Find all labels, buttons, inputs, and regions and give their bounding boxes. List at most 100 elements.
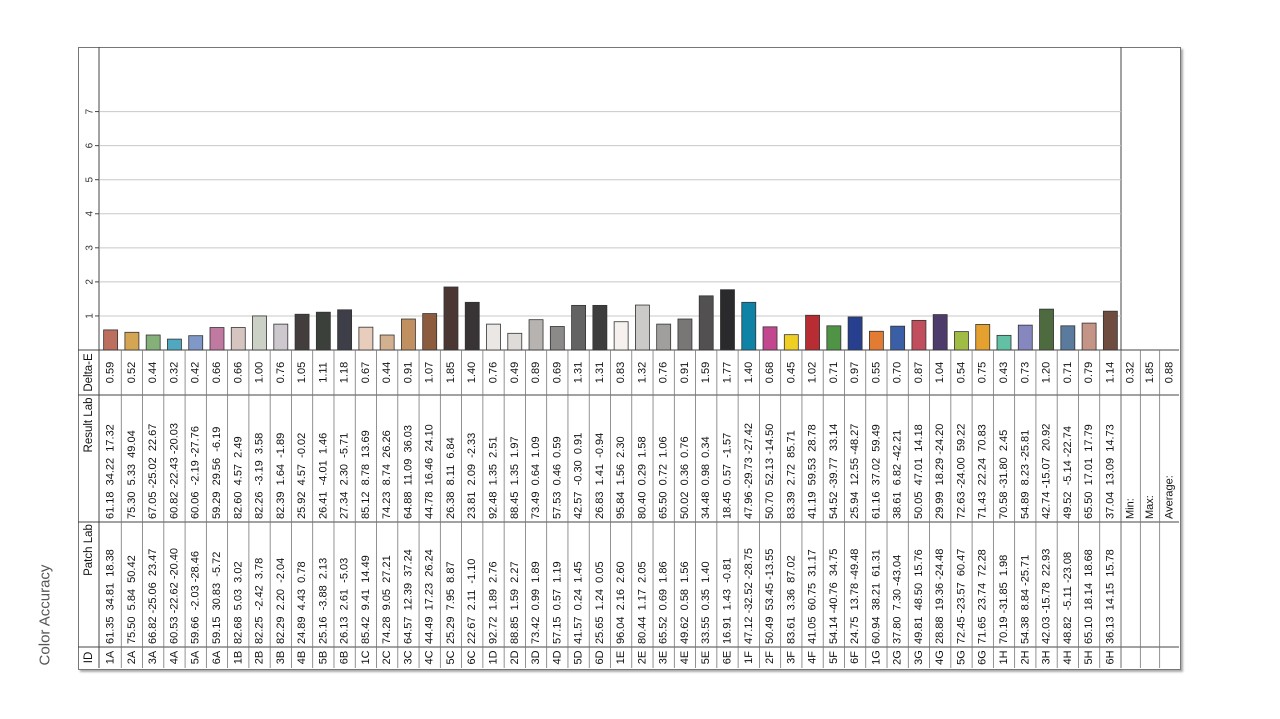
patch-lab-value: 61.35 34.81 18.38	[105, 549, 117, 644]
result-lab-value: 73.49 0.64 1.09	[530, 436, 542, 519]
delta-e-bar	[1039, 308, 1054, 351]
delta-e-value: 0.44	[147, 362, 159, 383]
delta-e-value: 1.00	[254, 362, 266, 383]
patch-row: 75.30 5.33 49.04 75.50 5.84 50.42	[124, 331, 143, 668]
patch-row: 54.52 -39.77 33.14 54.14 -40.76 34.75	[826, 325, 845, 668]
result-lab-value: 65.50 0.72 1.06	[658, 436, 670, 519]
delta-e-value: 1.04	[934, 362, 946, 383]
patch-id: 6E	[721, 651, 733, 664]
delta-e-bar	[571, 304, 586, 351]
patch-lab-value: 70.19 -31.85 1.98	[998, 555, 1010, 644]
delta-e-value: 1.05	[296, 362, 308, 383]
delta-e-bar	[720, 289, 735, 351]
delta-e-bar	[975, 324, 991, 351]
result-lab-value: 38.61 6.82 -42.21	[892, 430, 904, 519]
patch-lab-value: 24.75 13.78 -49.48	[849, 549, 861, 644]
patch-row: 71.43 22.24 70.83 71.65 23.74 72.28	[975, 324, 994, 668]
color-accuracy-chart: Delta-E Result Lab Patch Lab ID 1 2 3 4 5 6 7 61.18…	[78, 47, 1179, 668]
header-delta-e: Delta-E	[83, 353, 95, 392]
patch-lab-value: 37.80 7.30 -43.04	[892, 555, 904, 644]
delta-e-value: 0.79	[1083, 362, 1095, 383]
patch-row: 67.05 -25.02 22.67 66.82 -25.06 23.47	[145, 334, 165, 668]
delta-e-value: 0.75	[977, 362, 989, 383]
delta-e-value: 0.45	[785, 362, 797, 383]
patch-row: 72.63 -24.00 59.22 72.45 -23.57 60.47	[954, 331, 973, 668]
patch-id: 4C	[424, 650, 436, 664]
patch-lab-value: 41.05 60.75 31.17	[807, 549, 819, 644]
patch-row: 23.81 2.09 -2.33 22.67 2.11 -1.10	[464, 301, 484, 668]
patch-id: 6D	[594, 650, 606, 664]
patch-row: 25.92 4.57 -0.02 24.89 4.43 0.78	[294, 313, 314, 668]
patch-lab-value: 74.28 9.05 27.21	[381, 555, 393, 644]
patch-id: 1C	[360, 650, 372, 664]
patch-id: 1H	[998, 650, 1010, 664]
patch-id: 3F	[785, 651, 797, 664]
patch-row: 27.34 2.30 -5.71 26.13 2.61 -5.03	[337, 309, 356, 668]
delta-e-value: 0.87	[913, 362, 925, 383]
delta-e-value: 0.76	[275, 362, 287, 383]
patch-row: 61.16 37.02 59.49 60.94 38.21 61.31	[868, 330, 888, 668]
summary-value: 0.88	[1163, 362, 1175, 383]
result-lab-value: 95.84 1.56 2.30	[615, 436, 627, 519]
gridlines	[100, 111, 1121, 317]
patch-row: 26.83 1.41 -0.94 25.65 1.24 0.05	[592, 304, 611, 668]
summary-label: Average:	[1163, 475, 1175, 519]
header-result-lab: Result Lab	[83, 398, 95, 453]
y-tick-label: 3	[85, 245, 96, 251]
patch-lab-value: 24.89 4.43 0.78	[296, 561, 308, 644]
patch-row: 50.02 0.36 0.76 49.62 0.58 1.56	[677, 318, 696, 668]
delta-e-bar	[103, 329, 119, 351]
patch-id: 5F	[828, 651, 840, 664]
delta-e-value: 1.32	[636, 362, 648, 383]
result-lab-value: 72.63 -24.00 59.22	[955, 424, 967, 519]
patch-lab-value: 82.68 5.03 3.02	[232, 561, 244, 644]
patch-id: 3G	[913, 650, 925, 665]
patch-id: 5C	[445, 650, 457, 664]
patch-id: 3C	[402, 650, 414, 664]
patch-lab-value: 65.52 0.69 1.86	[658, 561, 670, 644]
patch-lab-value: 36.13 14.15 15.78	[1104, 549, 1116, 644]
patch-lab-value: 65.10 18.14 18.68	[1083, 549, 1095, 644]
delta-e-value: 0.89	[530, 362, 542, 383]
patch-lab-value: 80.44 1.17 2.05	[636, 561, 648, 644]
delta-e-value: 1.02	[807, 362, 819, 383]
result-lab-value: 85.12 8.78 13.69	[360, 430, 372, 519]
delta-e-value: 0.49	[509, 362, 521, 383]
patch-lab-value: 44.49 17.23 26.24	[424, 549, 436, 644]
patch-id: 1A	[105, 650, 117, 664]
delta-e-bar	[635, 304, 650, 351]
result-lab-value: 25.94 12.55 -48.27	[849, 424, 861, 519]
patch-lab-value: 71.65 23.74 72.28	[977, 549, 989, 644]
patch-id: 3E	[658, 651, 670, 664]
patch-row: 82.26 -3.19 3.58 82.25 -2.42 3.78	[252, 315, 271, 668]
delta-e-value: 0.91	[679, 362, 691, 383]
delta-e-bar	[783, 334, 799, 351]
summary-value: 0.32	[1125, 362, 1137, 383]
patch-lab-value: 16.91 1.43 -0.81	[721, 558, 733, 644]
patch-row: 92.48 1.35 2.51 92.72 1.89 2.76	[486, 323, 505, 668]
patch-id: 4E	[679, 651, 691, 664]
delta-e-bar	[422, 313, 438, 351]
delta-e-value: 0.76	[488, 362, 500, 383]
patch-lab-value: 73.42 0.99 1.89	[530, 561, 542, 644]
patch-row: 88.45 1.35 1.97 88.85 1.59 2.27	[507, 332, 526, 668]
patch-row: 34.48 0.98 0.34 33.55 0.35 1.40	[698, 295, 718, 668]
patch-id: 5E	[700, 651, 712, 664]
patch-row: 65.50 17.01 17.79 65.10 18.14 18.68	[1081, 322, 1101, 668]
patch-row: 70.58 -31.80 2.45 70.19 -31.85 1.98	[996, 334, 1016, 668]
delta-e-value: 0.91	[402, 362, 414, 383]
patch-id: 1D	[488, 650, 500, 664]
patch-id: 4D	[551, 650, 563, 664]
delta-e-value: 0.70	[892, 362, 904, 383]
result-lab-value: 50.02 0.36 0.76	[679, 436, 691, 519]
patch-lab-value: 83.61 3.36 87.02	[785, 555, 797, 644]
patch-row: 38.61 6.82 -42.21 37.80 7.30 -43.04	[890, 325, 909, 668]
delta-e-bar	[486, 323, 501, 351]
summary-label: Min:	[1125, 498, 1137, 519]
patch-lab-value: 66.82 -25.06 23.47	[147, 549, 159, 644]
patch-lab-value: 92.72 1.89 2.76	[488, 561, 500, 644]
delta-e-bar	[1060, 325, 1076, 351]
delta-e-bar	[358, 326, 374, 351]
patch-id: 2C	[381, 650, 393, 664]
patch-lab-value: 72.45 -23.57 60.47	[955, 549, 967, 644]
